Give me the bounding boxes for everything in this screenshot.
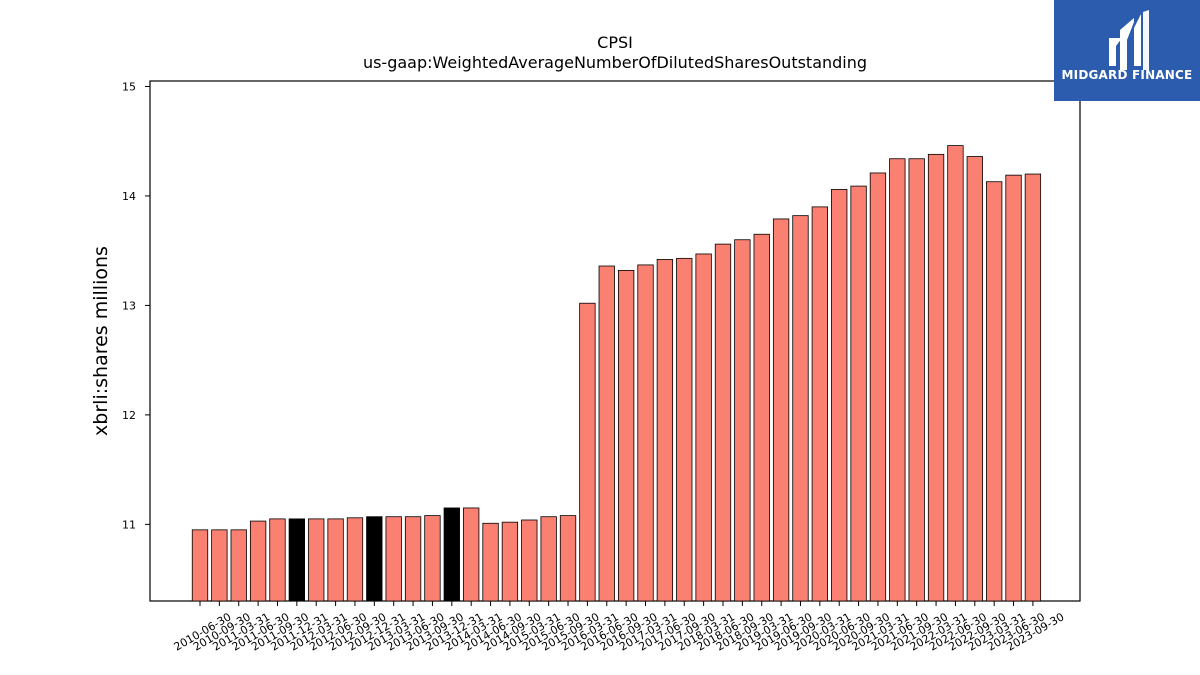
bar-2023-09-30 (1024, 173, 1042, 602)
bar-2010-09-30 (211, 529, 228, 602)
bar-2011-12-31 (288, 518, 306, 602)
bar-2022-06-30 (947, 145, 964, 602)
bar-2022-09-30 (966, 156, 983, 602)
bar-2018-09-30 (734, 239, 751, 602)
midgard-m-logo-icon (1109, 10, 1149, 70)
bar-2015-09-30 (559, 515, 577, 602)
bar-2013-03-31 (385, 516, 402, 602)
brand-name: MIDGARD FINANCE (1061, 68, 1193, 82)
y-axis-label: xbrli:shares millions (90, 246, 112, 436)
bar-2016-06-30 (598, 265, 615, 602)
bar-2021-06-30 (889, 158, 906, 602)
chart-subtitle: us-gaap:WeightedAverageNumberOfDilutedSh… (363, 53, 867, 72)
bar-2012-09-30 (346, 517, 364, 602)
y-tick-label: 11 (122, 518, 136, 531)
plot-area: 11121314152010-06-302010-09-302011-03-31… (122, 80, 1081, 654)
bar-2011-06-30 (249, 520, 267, 602)
chart-title: CPSI (597, 33, 633, 52)
bar-2016-03-31 (579, 302, 596, 602)
bar-2013-09-30 (424, 515, 441, 602)
bar-2015-06-30 (540, 516, 557, 602)
bar-2015-03-31 (521, 519, 538, 602)
bar-2011-03-31 (230, 529, 247, 602)
y-tick-label: 14 (122, 190, 136, 203)
bar-2020-06-30 (831, 188, 848, 602)
bar-2014-06-30 (482, 522, 499, 602)
y-tick-label: 15 (122, 80, 136, 93)
bar-2019-06-30 (772, 218, 790, 602)
bar-2022-03-31 (927, 153, 945, 602)
bar-2021-09-30 (908, 158, 925, 602)
bar-2020-03-31 (811, 206, 828, 602)
bar-2018-03-31 (695, 253, 712, 602)
bar-2017-09-30 (676, 257, 693, 602)
bar-2023-06-30 (1005, 174, 1022, 602)
bar-2012-06-30 (327, 518, 344, 602)
bar-2013-12-31 (443, 507, 460, 602)
bar-2014-03-31 (463, 507, 480, 602)
bar-2017-06-30 (656, 259, 674, 602)
bar-2013-06-30 (404, 516, 422, 602)
bar-2016-09-30 (617, 269, 635, 602)
bar-2023-03-31 (986, 181, 1003, 602)
bar-2011-09-30 (269, 518, 286, 602)
axes-frame (149, 80, 1081, 602)
bar-2010-06-30 (191, 529, 209, 602)
bar-2017-03-31 (637, 264, 654, 602)
y-tick-label: 12 (122, 409, 136, 422)
bar-2021-03-31 (869, 172, 887, 602)
bar-2014-09-30 (501, 521, 519, 602)
bar-2020-09-30 (850, 185, 867, 602)
bar-2019-03-31 (753, 233, 770, 602)
bar-2018-06-30 (714, 243, 732, 602)
bar-2012-12-31 (366, 516, 383, 602)
bar-2019-09-30 (792, 215, 809, 602)
bar-2012-03-31 (308, 518, 325, 602)
brand-logo: MIDGARD FINANCE (1054, 0, 1200, 101)
y-tick-label: 13 (122, 299, 136, 312)
